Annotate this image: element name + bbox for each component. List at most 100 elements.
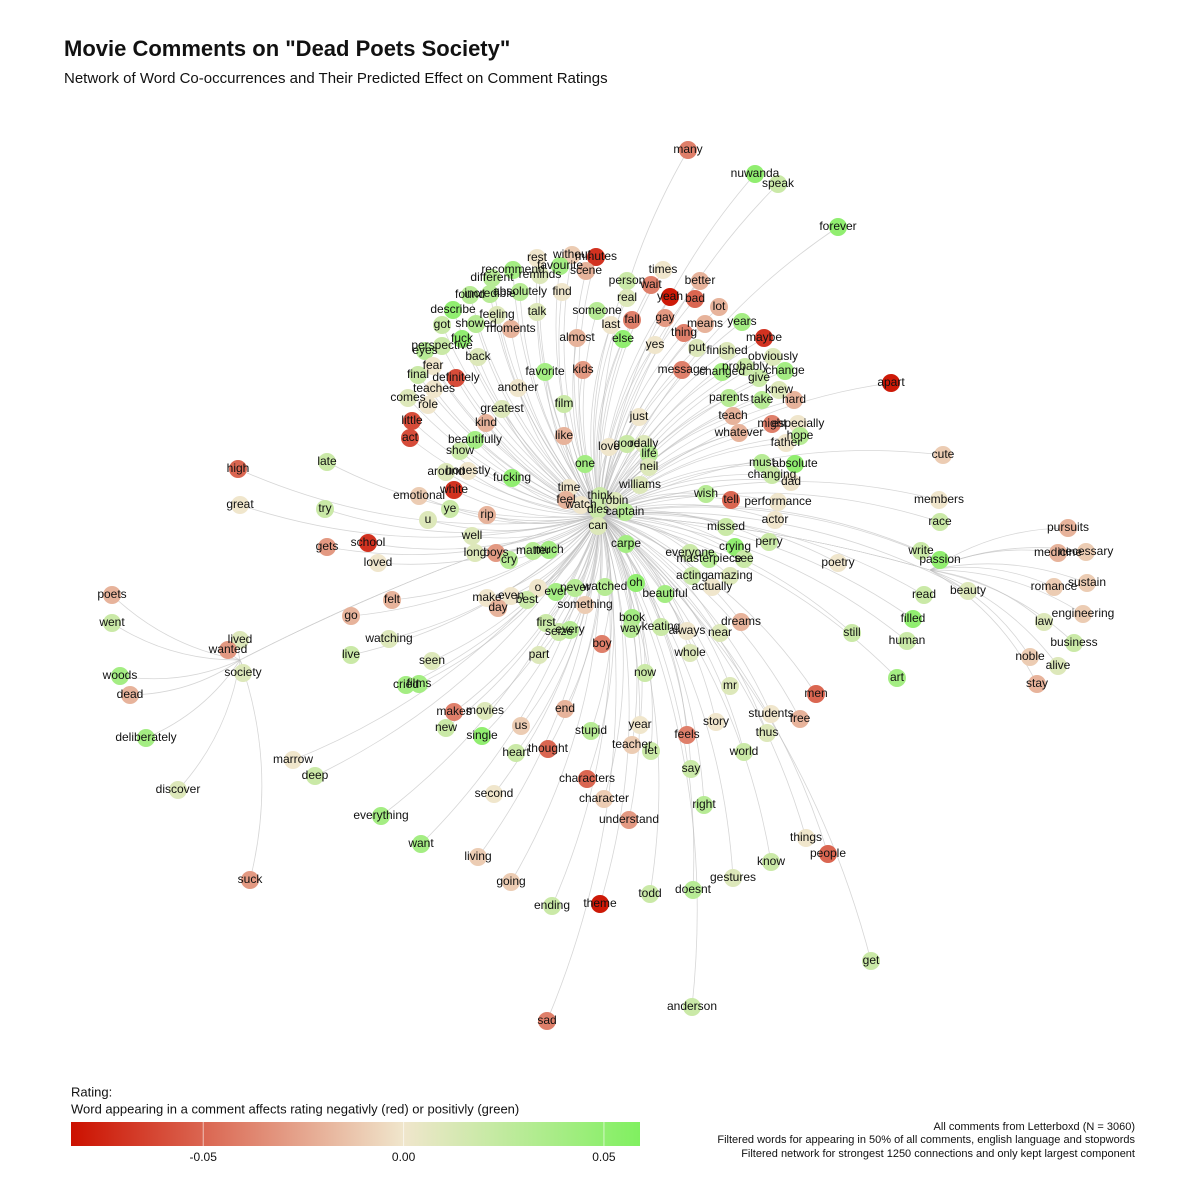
node — [529, 579, 547, 597]
node — [683, 567, 701, 585]
node-label: something — [557, 597, 612, 611]
node-label: emotional — [393, 488, 445, 502]
node-label: apart — [877, 375, 905, 389]
node-label: new — [435, 720, 457, 734]
node-label: eyes — [412, 343, 437, 357]
edge — [599, 269, 664, 516]
node — [1065, 634, 1083, 652]
edge — [599, 492, 941, 523]
node-label: passion — [919, 552, 960, 566]
node-label: race — [928, 514, 952, 528]
node-label: thought — [528, 741, 569, 755]
node-label: u — [425, 512, 432, 526]
node — [620, 811, 638, 829]
node-label: necessary — [1059, 544, 1114, 558]
node — [618, 289, 636, 307]
node — [502, 320, 520, 338]
edge — [599, 350, 728, 516]
node — [762, 705, 780, 723]
node — [103, 586, 121, 604]
node-label: best — [516, 592, 539, 606]
node — [1049, 657, 1067, 675]
edge — [599, 514, 734, 879]
node-label: last — [602, 317, 621, 331]
node — [678, 622, 696, 640]
node — [504, 261, 522, 279]
node-label: think — [587, 488, 613, 502]
edge — [239, 514, 601, 661]
node — [503, 469, 521, 487]
node-label: else — [612, 331, 634, 345]
node — [769, 175, 787, 193]
node — [540, 541, 558, 559]
node-label: gestures — [710, 870, 756, 884]
node-label: stupid — [575, 723, 607, 737]
node — [678, 726, 696, 744]
node — [445, 481, 463, 499]
legend-tick-label: -0.05 — [190, 1150, 218, 1164]
node-label: yes — [646, 337, 665, 351]
node — [819, 845, 837, 863]
node-label: times — [649, 262, 678, 276]
node-label: world — [729, 744, 759, 758]
node — [543, 897, 561, 915]
node-label: marrow — [273, 752, 313, 766]
edge — [453, 489, 601, 518]
node — [631, 716, 649, 734]
node — [679, 141, 697, 159]
edge — [599, 514, 931, 571]
node-label: thing — [671, 325, 697, 339]
node — [342, 646, 360, 664]
edge — [239, 514, 601, 661]
node — [682, 760, 700, 778]
node-label: absolutely — [493, 284, 547, 298]
node — [931, 551, 949, 569]
node-label: masterpiece — [676, 551, 742, 565]
node-label: crying — [719, 539, 751, 553]
edge — [586, 514, 615, 780]
node — [241, 871, 259, 889]
node-label: society — [224, 665, 261, 679]
node — [369, 554, 387, 572]
edge — [496, 314, 601, 516]
node — [419, 511, 437, 529]
edge — [599, 514, 801, 720]
edge — [239, 514, 601, 661]
node — [1059, 519, 1077, 537]
node — [1045, 578, 1063, 596]
node-label: beautifully — [448, 432, 502, 446]
node — [403, 412, 421, 430]
node — [602, 316, 620, 334]
edge — [119, 659, 241, 680]
node-label: cried — [393, 677, 419, 691]
node — [478, 506, 496, 524]
node — [785, 391, 803, 409]
node-label: love — [598, 439, 620, 453]
node-label: live — [342, 647, 360, 661]
node-label: dreams — [721, 614, 761, 628]
edge — [445, 471, 601, 516]
node-label: another — [498, 380, 539, 394]
node-label: always — [669, 623, 706, 637]
node — [410, 675, 428, 693]
node-label: still — [843, 625, 860, 639]
node — [316, 500, 334, 518]
node — [617, 535, 635, 553]
node-label: means — [687, 316, 723, 330]
node — [717, 518, 735, 536]
node-label: cry — [501, 552, 517, 566]
edge — [405, 514, 601, 686]
node — [646, 336, 664, 354]
node-label: captain — [606, 504, 645, 518]
node — [582, 722, 600, 740]
edge — [551, 514, 611, 907]
node — [691, 272, 709, 290]
node-label: ending — [534, 898, 570, 912]
note: All comments from Letterboxd (N = 3060) — [934, 1121, 1135, 1133]
node — [618, 272, 636, 290]
node-label: thus — [756, 725, 779, 739]
node-label: absolute — [772, 456, 818, 470]
edge — [599, 514, 713, 588]
node — [1078, 574, 1096, 592]
